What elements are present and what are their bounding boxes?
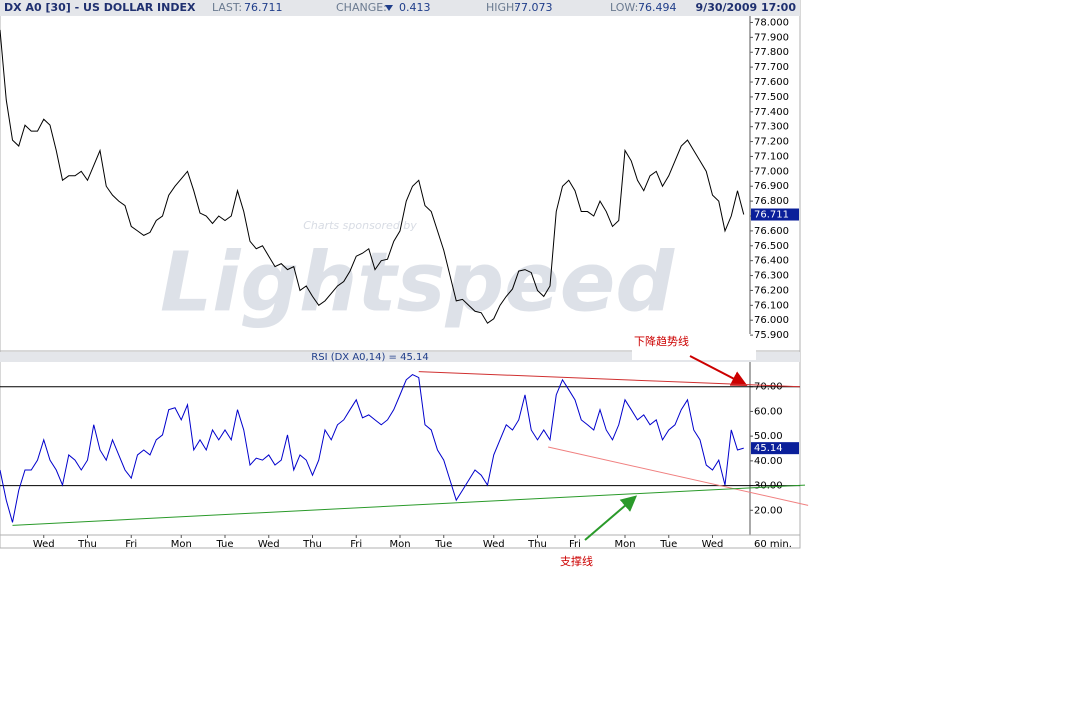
y-tick-label: 77.400 — [754, 107, 789, 118]
y-tick-label: 40.00 — [754, 456, 783, 467]
watermark: Lightspeed — [160, 235, 675, 330]
x-tick-label: Tue — [215, 539, 233, 550]
annotation-arrow — [584, 495, 638, 541]
chart-frame — [0, 0, 801, 549]
annotation-box — [632, 334, 756, 360]
change-label: CHANGE: — [336, 1, 387, 14]
last-value-box — [751, 442, 799, 455]
down-arrow — [385, 5, 393, 11]
y-tick-label: 75.900 — [754, 330, 789, 341]
y-tick-label: 76.100 — [754, 300, 789, 311]
y-tick-label: 76.200 — [754, 285, 789, 296]
y-tick-label: 78.000 — [754, 17, 789, 28]
x-tick-label: Wed — [483, 539, 505, 550]
y-tick-label: 76.600 — [754, 226, 789, 237]
y-tick-label: 76.900 — [754, 181, 789, 192]
data-line — [0, 374, 744, 523]
annotation: 下降趋势线 — [634, 334, 689, 348]
datetime: 9/30/2009 17:00 — [696, 1, 797, 14]
high-value: 77.073 — [514, 1, 553, 14]
trend-line — [418, 371, 801, 388]
y-tick-label: 20.00 — [754, 505, 783, 516]
y-tick-label: 77.000 — [754, 166, 789, 177]
last-value-label: 76.711 — [754, 210, 789, 221]
annotation-arrow — [689, 355, 748, 386]
y-tick-label: 76.500 — [754, 241, 789, 252]
interval-label: 60 min. — [754, 539, 792, 550]
annotation: 支撑线 — [560, 554, 593, 568]
rsi-title: RSI (DX A0,14) = 45.14 — [311, 352, 428, 363]
x-tick-label: Mon — [171, 539, 192, 550]
watermark-top: Charts sponsored by — [303, 219, 417, 232]
last-value-box — [751, 208, 799, 221]
y-tick-label: 76.300 — [754, 271, 789, 282]
x-tick-label: Thu — [527, 539, 547, 550]
y-tick-label: 76.400 — [754, 256, 789, 267]
x-tick-label: Wed — [702, 539, 724, 550]
x-tick-label: Mon — [389, 539, 410, 550]
y-tick-label: 77.500 — [754, 92, 789, 103]
x-tick-label: Fri — [350, 539, 362, 550]
y-tick-label: 77.200 — [754, 137, 789, 148]
x-tick-label: Mon — [614, 539, 635, 550]
x-tick-label: Fri — [125, 539, 137, 550]
y-tick-label: 77.800 — [754, 47, 789, 58]
y-tick-label: 77.700 — [754, 62, 789, 73]
data-line — [0, 29, 745, 324]
y-tick-label: 50.00 — [754, 431, 783, 442]
high-label: HIGH: — [486, 1, 518, 14]
y-tick-label: 76.000 — [754, 315, 789, 326]
y-tick-label: 60.00 — [754, 406, 783, 417]
trend-line — [12, 484, 806, 526]
last-value-label: 45.14 — [754, 443, 783, 454]
low-label: LOW: — [610, 1, 638, 14]
y-tick-label: 76.800 — [754, 196, 789, 207]
symbol: DX A0 [30] - US DOLLAR INDEX — [4, 1, 196, 14]
trend-line — [548, 446, 809, 506]
x-tick-label: Fri — [569, 539, 581, 550]
y-tick-label: 77.600 — [754, 77, 789, 88]
x-tick-label: Thu — [77, 539, 97, 550]
last-value: 76.711 — [244, 1, 283, 14]
x-tick-label: Tue — [659, 539, 677, 550]
x-tick-label: Thu — [302, 539, 322, 550]
x-tick-label: Wed — [258, 539, 280, 550]
y-tick-label: 77.300 — [754, 122, 789, 133]
low-value: 76.494 — [638, 1, 677, 14]
x-tick-label: Wed — [33, 539, 55, 550]
header-bar — [0, 0, 800, 16]
last-label: LAST: — [212, 1, 242, 14]
y-tick-label: 77.900 — [754, 32, 789, 43]
x-tick-label: Tue — [434, 539, 452, 550]
change-value: 0.413 — [399, 1, 431, 14]
rsi-title-bar — [0, 352, 800, 362]
y-tick-label: 77.100 — [754, 151, 789, 162]
